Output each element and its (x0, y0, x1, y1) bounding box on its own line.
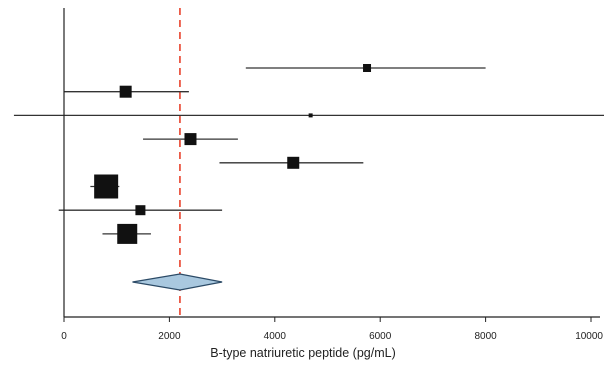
x-tick-label: 6000 (369, 331, 392, 342)
x-tick-label: 8000 (474, 331, 497, 342)
x-tick-label: 4000 (264, 331, 287, 342)
x-tick-label: 0 (61, 331, 67, 342)
study-point-estimate (287, 156, 300, 169)
study-point-estimate (135, 205, 146, 216)
study-point-estimate (363, 64, 372, 72)
study-point-estimate (119, 85, 132, 98)
axes (63, 8, 600, 318)
x-ticks: 0 2000 4000 6000 8000 10000 (61, 317, 603, 342)
study-marks (13, 8, 604, 317)
study-point-estimate (94, 174, 119, 199)
x-axis-title: B-type natriuretic peptide (pg/mL) (210, 346, 396, 360)
study-point-estimate (308, 113, 313, 118)
study-point-estimate (184, 133, 197, 146)
study-point-estimate (117, 223, 138, 244)
pooled-estimate-diamond (132, 273, 223, 291)
x-tick-label: 10000 (575, 331, 603, 342)
x-tick-label: 2000 (158, 331, 181, 342)
